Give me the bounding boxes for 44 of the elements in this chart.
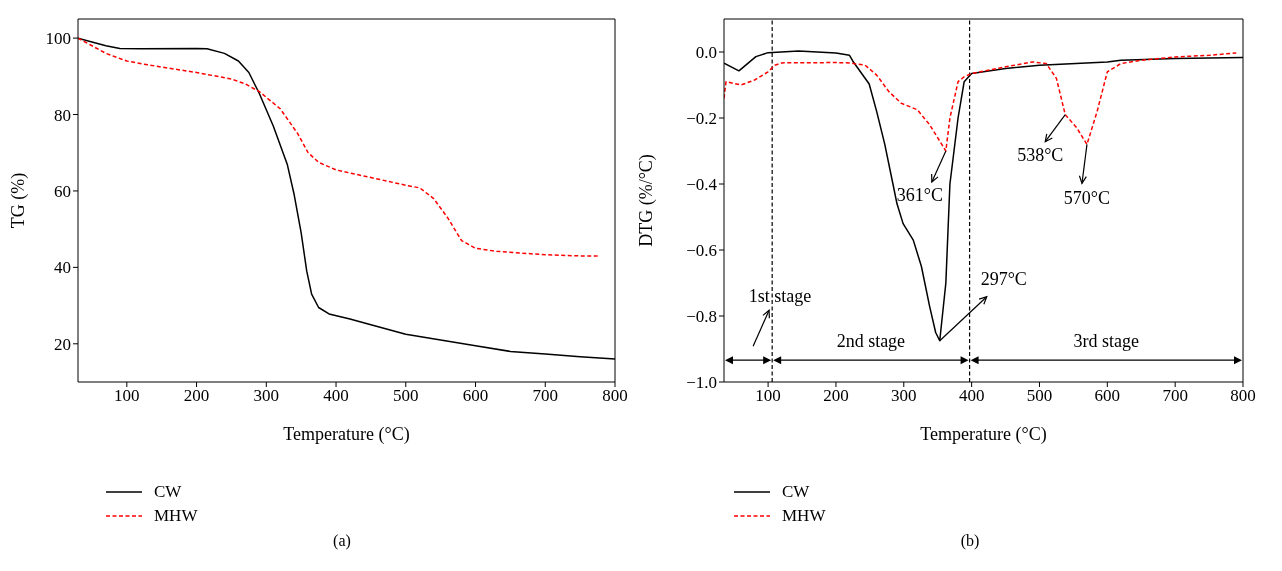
text: (b) — [959, 532, 981, 550]
x-tick-label: 800 — [1230, 386, 1256, 406]
annotation: 297°C — [980, 268, 1027, 289]
x-tick-label: 700 — [532, 386, 559, 406]
y-tick-label: −0.6 — [686, 241, 717, 261]
x-tick-label: 600 — [1094, 386, 1121, 406]
x-tick-label: 400 — [323, 386, 349, 406]
y-axis-title: TG (%) — [8, 172, 30, 229]
legend-label: CW — [154, 482, 182, 502]
x-tick-label: 200 — [183, 386, 210, 406]
y-tick-label: 20 — [54, 334, 71, 354]
x-tick-label: 800 — [602, 386, 628, 406]
annotation: 3rd stage — [1073, 331, 1140, 352]
y-tick-label: 80 — [54, 105, 71, 125]
x-tick-label: 100 — [114, 386, 140, 406]
annotation: 538°C — [1017, 144, 1064, 165]
x-tick-label: 500 — [1026, 386, 1053, 406]
x-tick-label: 300 — [253, 386, 280, 406]
x-axis-title: Temperature (°C) — [283, 424, 410, 445]
x-tick-label: 100 — [755, 386, 781, 406]
y-tick-label: 100 — [45, 29, 71, 49]
y-tick-label: 40 — [54, 258, 71, 278]
x-tick-label: 400 — [958, 386, 985, 406]
y-tick-label: 60 — [54, 181, 71, 201]
legend-label: MHW — [782, 506, 826, 526]
y-axis-title: DTG (%/°C) — [636, 154, 658, 247]
y-tick-label: 0.0 — [695, 43, 717, 63]
text: (a) — [332, 532, 352, 550]
x-axis-title: Temperature (°C) — [920, 424, 1047, 445]
x-tick-label: 300 — [891, 386, 917, 406]
annotation: 1st stage — [748, 286, 812, 307]
annotation: 2nd stage — [836, 331, 906, 352]
y-tick-label: −0.8 — [686, 307, 717, 327]
y-tick-label: −0.2 — [686, 109, 717, 129]
y-tick-label: −0.4 — [686, 175, 718, 195]
legend-label: CW — [782, 482, 810, 502]
x-tick-label: 200 — [823, 386, 849, 406]
x-tick-label: 500 — [393, 386, 419, 406]
legend-label: MHW — [154, 506, 198, 526]
y-tick-label: −1.0 — [686, 373, 717, 393]
annotation: 361°C — [896, 185, 943, 206]
x-tick-label: 700 — [1162, 386, 1188, 406]
annotation: 570°C — [1063, 187, 1111, 208]
x-tick-label: 600 — [462, 386, 489, 406]
